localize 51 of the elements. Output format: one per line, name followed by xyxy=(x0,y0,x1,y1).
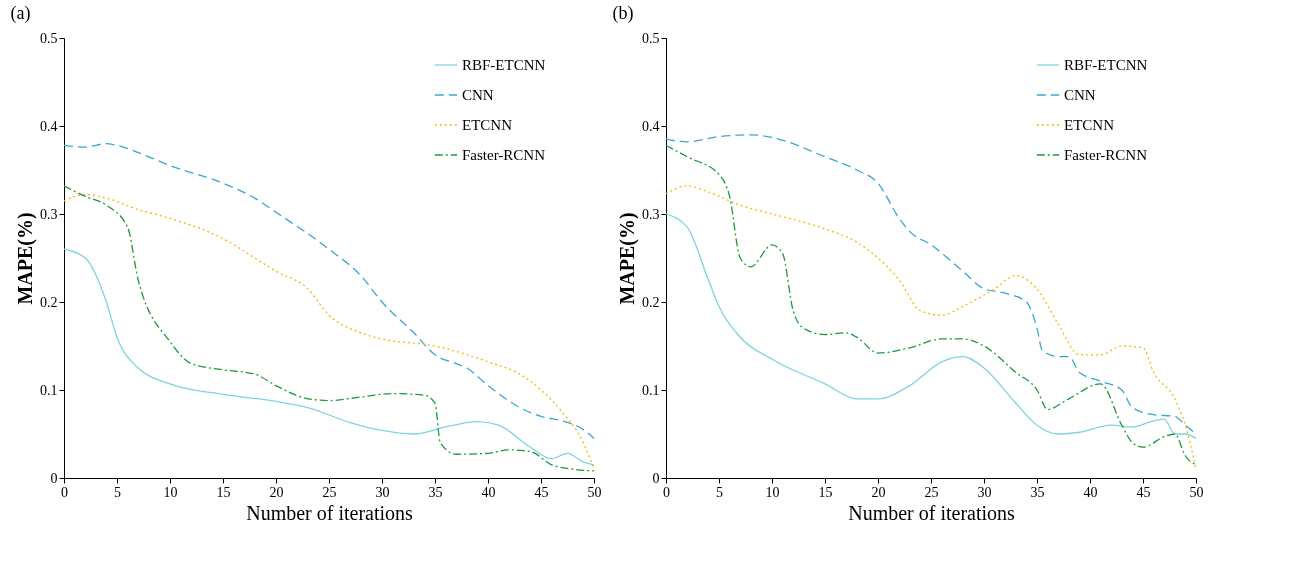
x-tick-label: 5 xyxy=(716,484,723,500)
x-tick-label: 0 xyxy=(61,484,68,500)
x-tick-label: 45 xyxy=(1136,484,1151,500)
x-axis-title: Number of iterations xyxy=(246,501,414,524)
y-tick-label: 0.2 xyxy=(642,294,660,310)
y-axis-title: MAPE(%) xyxy=(616,212,639,305)
legend-label: ETCNN xyxy=(462,117,513,133)
x-tick-label: 50 xyxy=(1189,484,1204,500)
x-tick-label: 20 xyxy=(269,484,284,500)
x-tick-label: 25 xyxy=(322,484,337,500)
x-tick-label: 25 xyxy=(924,484,939,500)
y-tick-label: 0.3 xyxy=(642,206,660,222)
x-tick-label: 40 xyxy=(481,484,496,500)
x-tick-label: 10 xyxy=(163,484,178,500)
legend-label: ETCNN xyxy=(1064,117,1115,133)
line-series xyxy=(665,213,1197,440)
chart-title: (a) xyxy=(10,3,31,24)
y-tick-label: 0.3 xyxy=(40,206,58,222)
y-tick-label: 0 xyxy=(50,470,58,486)
x-axis-title: Number of iterations xyxy=(848,501,1016,524)
x-tick-label: 30 xyxy=(375,484,390,500)
legend-label: Faster-RCNN xyxy=(1064,147,1148,163)
y-axis-title: MAPE(%) xyxy=(14,212,37,305)
x-tick-label: 0 xyxy=(663,484,670,500)
y-tick-label: 0.4 xyxy=(642,118,660,134)
y-tick-label: 0.1 xyxy=(642,382,660,398)
legend-label: Faster-RCNN xyxy=(462,147,546,163)
x-tick-label: 20 xyxy=(871,484,886,500)
line-series xyxy=(63,142,595,440)
x-tick-label: 40 xyxy=(1083,484,1098,500)
x-tick-label: 5 xyxy=(114,484,121,500)
line-series xyxy=(63,248,595,466)
x-tick-label: 35 xyxy=(1030,484,1045,500)
x-tick-label: 45 xyxy=(534,484,549,500)
legend-label: CNN xyxy=(462,87,494,103)
x-tick-label: 35 xyxy=(428,484,443,500)
y-tick-label: 0.1 xyxy=(40,382,58,398)
x-tick-label: 50 xyxy=(587,484,602,500)
y-tick-label: 0 xyxy=(652,470,660,486)
x-tick-label: 10 xyxy=(765,484,780,500)
legend-label: RBF-ETCNN xyxy=(462,57,546,73)
x-tick-label: 30 xyxy=(977,484,992,500)
legend-label: RBF-ETCNN xyxy=(1064,57,1148,73)
y-tick-label: 0.4 xyxy=(40,118,58,134)
y-tick-label: 0.5 xyxy=(40,30,58,46)
x-tick-label: 15 xyxy=(216,484,231,500)
chart-title: (b) xyxy=(612,3,634,24)
y-tick-label: 0.5 xyxy=(642,30,660,46)
x-tick-label: 15 xyxy=(818,484,833,500)
y-tick-label: 0.2 xyxy=(40,294,58,310)
legend-label: CNN xyxy=(1064,87,1096,103)
